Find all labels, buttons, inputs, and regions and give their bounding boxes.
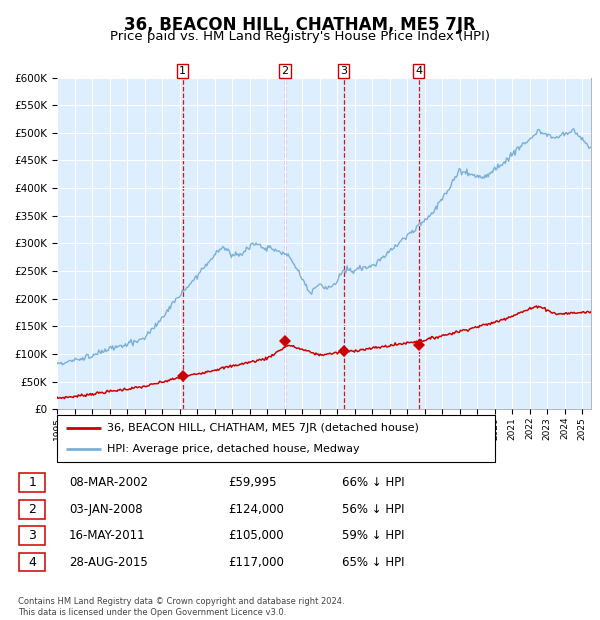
Text: 59% ↓ HPI: 59% ↓ HPI xyxy=(342,529,404,542)
Text: Contains HM Land Registry data © Crown copyright and database right 2024.
This d: Contains HM Land Registry data © Crown c… xyxy=(18,598,344,617)
Text: 36, BEACON HILL, CHATHAM, ME5 7JR (detached house): 36, BEACON HILL, CHATHAM, ME5 7JR (detac… xyxy=(107,423,419,433)
Text: 16-MAY-2011: 16-MAY-2011 xyxy=(69,529,146,542)
Text: 3: 3 xyxy=(340,66,347,76)
Text: 2: 2 xyxy=(281,66,289,76)
Text: 08-MAR-2002: 08-MAR-2002 xyxy=(69,476,148,489)
Text: £117,000: £117,000 xyxy=(228,556,284,569)
Text: £105,000: £105,000 xyxy=(228,529,284,542)
Text: £59,995: £59,995 xyxy=(228,476,277,489)
Text: 36, BEACON HILL, CHATHAM, ME5 7JR: 36, BEACON HILL, CHATHAM, ME5 7JR xyxy=(124,16,476,33)
Text: 66% ↓ HPI: 66% ↓ HPI xyxy=(342,476,404,489)
Text: 4: 4 xyxy=(28,556,37,569)
Text: 56% ↓ HPI: 56% ↓ HPI xyxy=(342,503,404,516)
Text: 4: 4 xyxy=(415,66,422,76)
Text: 28-AUG-2015: 28-AUG-2015 xyxy=(69,556,148,569)
Text: 2: 2 xyxy=(28,503,37,516)
Text: 65% ↓ HPI: 65% ↓ HPI xyxy=(342,556,404,569)
Text: 03-JAN-2008: 03-JAN-2008 xyxy=(69,503,143,516)
Text: 3: 3 xyxy=(28,529,37,542)
Text: 1: 1 xyxy=(179,66,186,76)
Text: 1: 1 xyxy=(28,476,37,489)
Text: Price paid vs. HM Land Registry's House Price Index (HPI): Price paid vs. HM Land Registry's House … xyxy=(110,30,490,43)
Text: £124,000: £124,000 xyxy=(228,503,284,516)
Text: HPI: Average price, detached house, Medway: HPI: Average price, detached house, Medw… xyxy=(107,445,360,454)
